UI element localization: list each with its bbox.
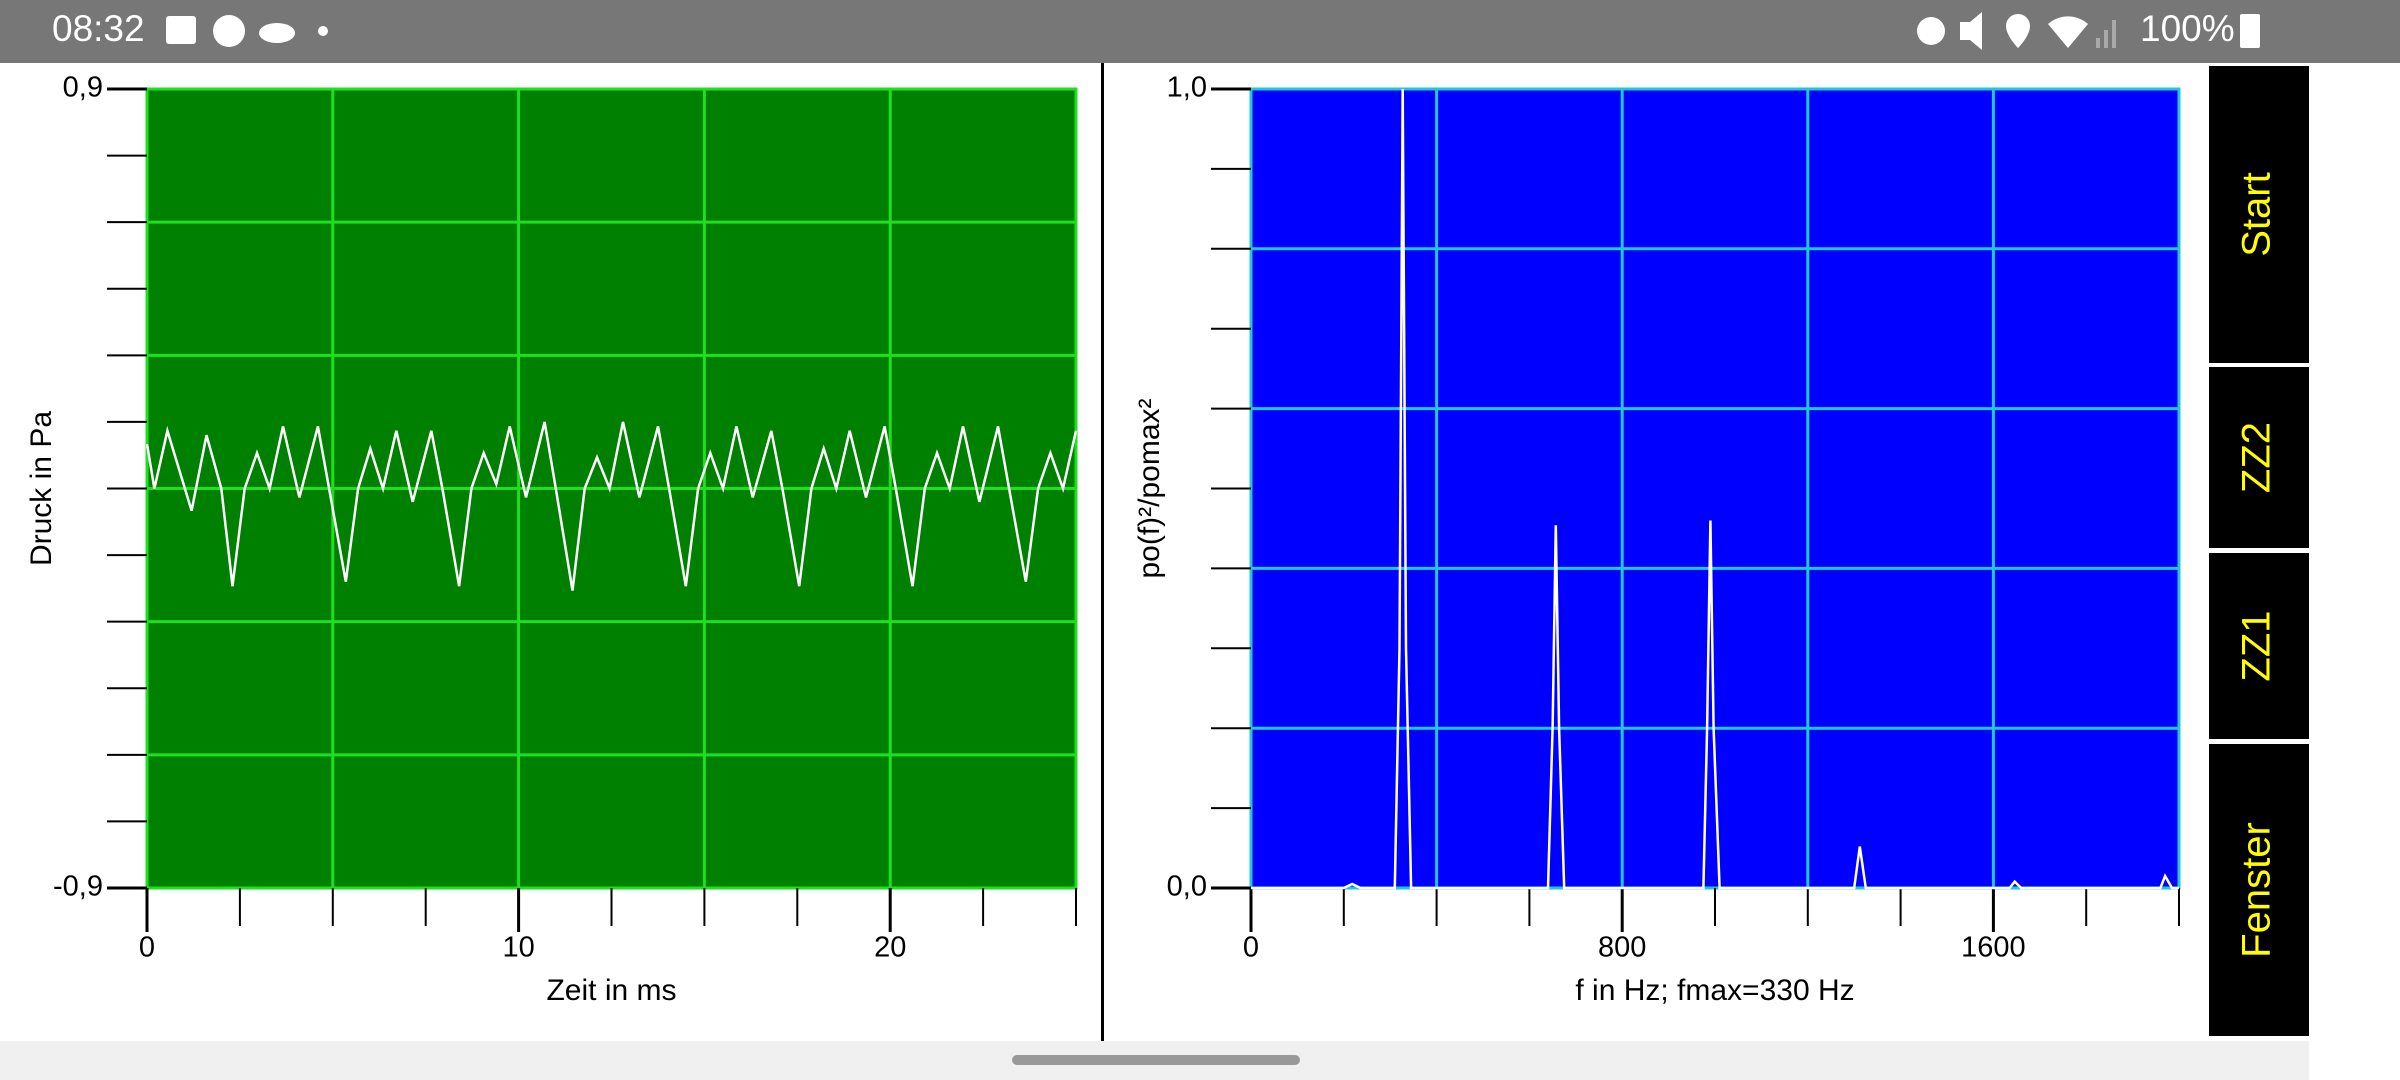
button[interactable]: ZZ1 [2209,553,2309,739]
status-icons-left [166,15,328,47]
button-bg[interactable] [2209,744,2309,1036]
button-bg[interactable] [2209,553,2309,739]
y-axis-title: Druck in Pa [25,411,58,566]
button-bg[interactable] [2209,367,2309,548]
y-tick-label: -0,9 [53,871,103,903]
button-label[interactable]: Start [2235,172,2279,256]
y-axis-title: po(f)²/pomax² [1133,398,1166,578]
status-icons-right [1917,12,2260,50]
x-tick-label: 800 [1598,932,1646,964]
divider [1101,63,1104,1041]
x-tick-label: 20 [874,932,906,964]
x-tick-label: 0 [1243,932,1259,964]
home-handle [1012,1055,1300,1065]
x-axis-title: Zeit in ms [546,974,676,1007]
x-axis-title: f in Hz; fmax=330 Hz [1575,974,1854,1007]
x-tick-label: 0 [139,932,155,964]
status-bar [0,0,2400,63]
y-tick-label: 1,0 [1167,72,1207,104]
x-tick-label: 10 [502,932,534,964]
button[interactable]: Fenster [2209,744,2309,1036]
data-line [145,421,1078,591]
y-tick-label: 0,0 [1167,871,1207,903]
button[interactable]: ZZ2 [2209,367,2309,548]
y-tick-label: 0,9 [63,72,103,104]
x-tick-label: 1600 [1961,932,2026,964]
button-bg[interactable] [2209,66,2309,363]
button[interactable]: Start [2209,66,2309,363]
data-line [1251,88,2179,890]
status-time: 08:32 [52,8,145,49]
status-battery: 100% [2140,8,2235,49]
button-label[interactable]: ZZ1 [2235,610,2279,681]
button-label[interactable]: ZZ2 [2235,422,2279,493]
button-label[interactable]: Fenster [2235,822,2279,958]
